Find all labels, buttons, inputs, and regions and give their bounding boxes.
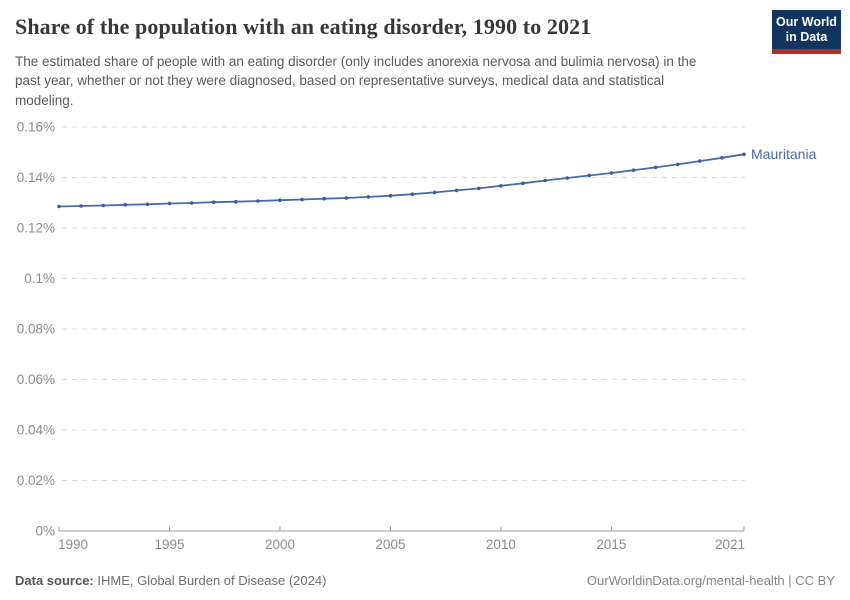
y-tick-label: 0.04% — [17, 423, 55, 438]
chart-subtitle: The estimated share of people with an ea… — [15, 54, 697, 108]
owid-logo[interactable]: Our World in Data — [772, 10, 841, 54]
data-point-marker — [344, 196, 349, 200]
data-point-marker — [609, 171, 614, 175]
x-tick-label: 2000 — [265, 537, 295, 552]
data-point-marker — [543, 178, 547, 183]
credit-link[interactable]: OurWorldinData.org/mental-health | CC BY — [586, 573, 835, 588]
data-point-marker — [300, 197, 304, 202]
data-point-marker — [653, 165, 658, 170]
owid-logo-text: Our World in Data — [772, 10, 841, 49]
y-tick-label: 0.02% — [17, 473, 55, 488]
data-point-marker — [278, 198, 282, 202]
owid-logo-line1: Our World — [776, 15, 837, 29]
x-tick-label: 2015 — [596, 537, 626, 552]
data-point-marker — [256, 199, 260, 203]
data-point-marker — [410, 192, 415, 196]
data-point-marker — [388, 193, 393, 198]
data-point-marker — [698, 159, 702, 163]
y-tick-label: 0.14% — [17, 170, 55, 185]
y-tick-label: 0.12% — [17, 221, 55, 236]
data-point-marker — [499, 184, 503, 188]
chart-footer: Data source: IHME, Global Burden of Dise… — [15, 573, 835, 588]
data-source-note: Data source: IHME, Global Burden of Dise… — [15, 573, 326, 588]
owid-logo-line2: in Data — [785, 30, 828, 44]
data-point-marker — [322, 196, 327, 201]
page-title: Share of the population with an eating d… — [15, 14, 592, 39]
data-point-marker — [211, 200, 216, 204]
data-point-marker — [565, 176, 569, 180]
data-point-marker — [145, 202, 150, 207]
data-point-marker — [720, 156, 724, 160]
y-tick-label: 0.1% — [24, 271, 55, 286]
y-tick-label: 0% — [35, 524, 55, 539]
series-line[interactable] — [58, 153, 745, 208]
entity-label[interactable]: Mauritania — [751, 146, 817, 162]
y-tick-label: 0.06% — [17, 372, 55, 387]
data-point-marker — [101, 203, 105, 208]
data-point-marker — [477, 186, 481, 191]
x-tick-label: 2005 — [375, 537, 405, 552]
data-point-marker — [631, 168, 636, 172]
x-tick-label: 1995 — [154, 537, 184, 552]
data-point-marker — [79, 204, 83, 208]
data-point-marker — [167, 201, 172, 206]
data-point-marker — [189, 201, 194, 205]
data-point-marker — [454, 188, 459, 193]
x-tick-label: 1990 — [58, 537, 88, 552]
data-point-marker — [234, 199, 238, 204]
x-tick-label: 2021 — [715, 537, 745, 552]
data-source-text: IHME, Global Burden of Disease (2024) — [93, 573, 327, 588]
owid-logo-accent-bar — [772, 49, 841, 54]
data-point-marker — [521, 181, 525, 186]
data-point-marker — [675, 162, 680, 167]
data-point-marker — [57, 204, 61, 209]
x-tick-label: 2010 — [486, 537, 516, 552]
data-point-marker — [587, 173, 592, 178]
data-point-marker — [123, 203, 128, 207]
data-point-marker — [742, 152, 746, 157]
data-point-marker — [366, 195, 371, 199]
data-source-label: Data source: — [15, 573, 94, 588]
y-tick-label: 0.16% — [17, 120, 55, 135]
data-point-marker — [432, 190, 437, 195]
y-tick-label: 0.08% — [17, 322, 55, 337]
